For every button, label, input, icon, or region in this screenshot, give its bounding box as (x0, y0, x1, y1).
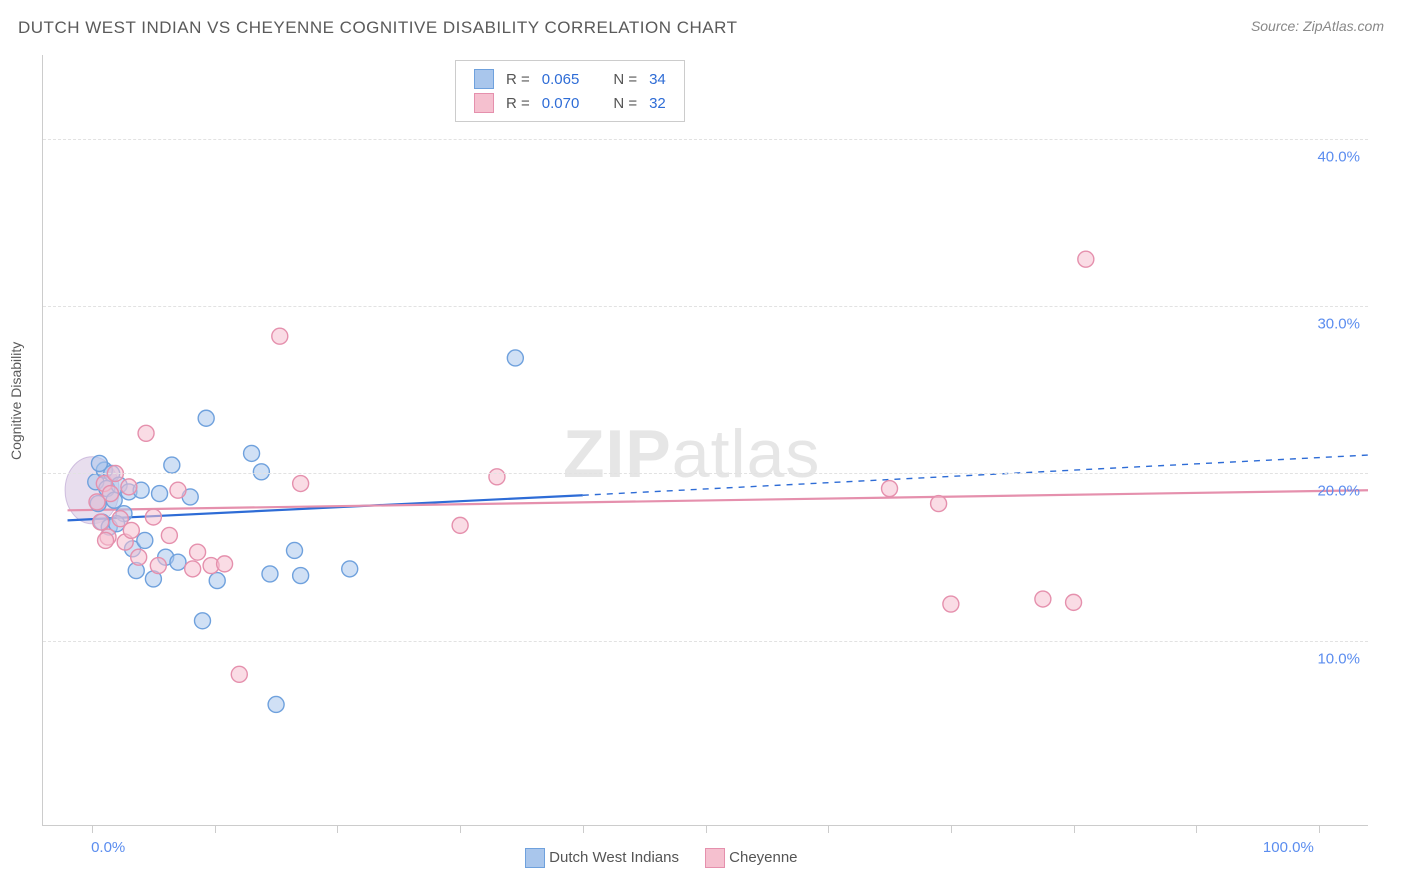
point-a (507, 350, 523, 366)
point-b (121, 479, 137, 495)
legend-label: Cheyenne (729, 849, 797, 866)
legend-r-label: R = (500, 91, 536, 115)
point-a (262, 566, 278, 582)
legend-series: Dutch West Indians Cheyenne (525, 848, 824, 868)
x-tick (828, 825, 829, 833)
point-b (1035, 591, 1051, 607)
point-b (98, 532, 114, 548)
point-a (152, 486, 168, 502)
y-tick-label: 10.0% (1317, 650, 1360, 667)
x-tick-label: 0.0% (91, 839, 125, 856)
point-b (1078, 251, 1094, 267)
point-b (185, 561, 201, 577)
point-b (217, 556, 233, 572)
x-tick (1196, 825, 1197, 833)
point-b (931, 496, 947, 512)
point-b (943, 596, 959, 612)
gridline (43, 641, 1368, 642)
legend-swatch (525, 848, 545, 868)
trend-line-b (68, 490, 1368, 510)
point-a (287, 542, 303, 558)
legend-n-label: N = (607, 91, 643, 115)
chart-svg (43, 55, 1368, 825)
legend-n-value: 32 (643, 91, 672, 115)
point-a (342, 561, 358, 577)
source-attribution: Source: ZipAtlas.com (1251, 18, 1384, 34)
point-b (272, 328, 288, 344)
point-b (231, 666, 247, 682)
x-tick (583, 825, 584, 833)
legend-r-value: 0.070 (536, 91, 586, 115)
point-a (91, 455, 107, 471)
legend-row: R =0.070 N =32 (468, 91, 672, 115)
legend-swatch (474, 93, 494, 113)
point-b (1066, 594, 1082, 610)
point-b (489, 469, 505, 485)
point-a (209, 573, 225, 589)
x-tick-label: 100.0% (1263, 839, 1314, 856)
x-tick (337, 825, 338, 833)
point-a (194, 613, 210, 629)
x-tick (92, 825, 93, 833)
legend-item: Cheyenne (705, 848, 798, 868)
point-b (452, 517, 468, 533)
x-tick (706, 825, 707, 833)
legend-r-value: 0.065 (536, 67, 586, 91)
x-tick (215, 825, 216, 833)
point-b (131, 549, 147, 565)
y-axis-label: Cognitive Disability (8, 342, 24, 460)
point-a (293, 568, 309, 584)
legend-swatch (705, 848, 725, 868)
point-b (145, 509, 161, 525)
point-a (164, 457, 180, 473)
gridline (43, 473, 1368, 474)
y-tick-label: 20.0% (1317, 483, 1360, 500)
point-a (170, 554, 186, 570)
point-b (93, 514, 109, 530)
legend-swatch (474, 69, 494, 89)
x-tick (1319, 825, 1320, 833)
x-tick (951, 825, 952, 833)
point-b (170, 482, 186, 498)
point-a (198, 410, 214, 426)
point-b (161, 527, 177, 543)
plot-area: ZIPatlas 10.0%20.0%30.0%40.0% (42, 55, 1368, 826)
gridline (43, 139, 1368, 140)
legend-n-value: 34 (643, 67, 672, 91)
legend-label: Dutch West Indians (549, 849, 679, 866)
point-a (137, 532, 153, 548)
point-a (244, 445, 260, 461)
y-tick-label: 40.0% (1317, 148, 1360, 165)
legend-n-label: N = (607, 67, 643, 91)
legend-row: R =0.065 N =34 (468, 67, 672, 91)
point-b (190, 544, 206, 560)
y-tick-label: 30.0% (1317, 316, 1360, 333)
gridline (43, 306, 1368, 307)
point-b (150, 558, 166, 574)
point-b (102, 486, 118, 502)
trend-line-a-dashed (583, 455, 1368, 495)
x-tick (460, 825, 461, 833)
chart-title: DUTCH WEST INDIAN VS CHEYENNE COGNITIVE … (18, 18, 737, 38)
point-a (268, 696, 284, 712)
legend-r-label: R = (500, 67, 536, 91)
x-tick (1074, 825, 1075, 833)
point-a (253, 464, 269, 480)
legend-item: Dutch West Indians (525, 848, 679, 868)
point-b (123, 522, 139, 538)
point-b (882, 481, 898, 497)
point-b (138, 425, 154, 441)
point-b (293, 476, 309, 492)
legend-correlation: R =0.065 N =34 R =0.070 N =32 (455, 60, 685, 122)
